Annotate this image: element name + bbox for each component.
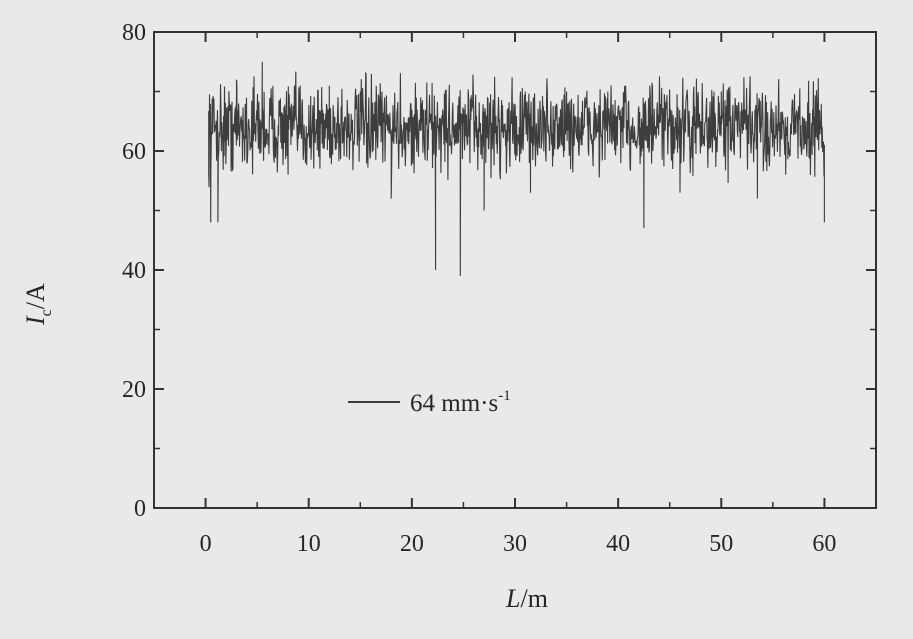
x-tick-label: 40: [606, 531, 630, 557]
y-tick-label: 40: [122, 258, 146, 284]
x-axis-title-main: L: [505, 584, 520, 613]
x-axis-title-unit: /m: [520, 584, 547, 613]
y-tick-label: 80: [122, 20, 146, 46]
signal-trace: [208, 61, 825, 277]
x-tick-label: 10: [297, 531, 321, 557]
x-tick-label: 50: [709, 531, 733, 557]
y-axis-title-main: I: [21, 315, 50, 326]
x-tick-label: 20: [400, 531, 424, 557]
x-tick-label: 60: [812, 531, 836, 557]
y-tick-label: 60: [122, 139, 146, 165]
x-axis-title: L/m: [505, 584, 548, 613]
series-line: [208, 61, 825, 277]
legend-label: 64 mm·s-1: [410, 388, 511, 417]
y-axis-title-unit: /A: [21, 283, 50, 309]
y-axis-title-sub: c: [38, 309, 55, 316]
y-tick-label: 0: [134, 496, 146, 522]
legend: 64 mm·s-1: [348, 388, 511, 417]
y-tick-label: 20: [122, 377, 146, 403]
x-tick-label: 30: [503, 531, 527, 557]
legend-label-text: 64 mm·s: [410, 390, 498, 417]
legend-label-sup: -1: [498, 388, 511, 404]
y-axis-title: Ic/A: [21, 283, 55, 326]
axis-ticks: 0 10 20 30 40 50 60 0 20 40 60 80: [122, 20, 877, 557]
x-tick-label: 0: [200, 531, 212, 557]
